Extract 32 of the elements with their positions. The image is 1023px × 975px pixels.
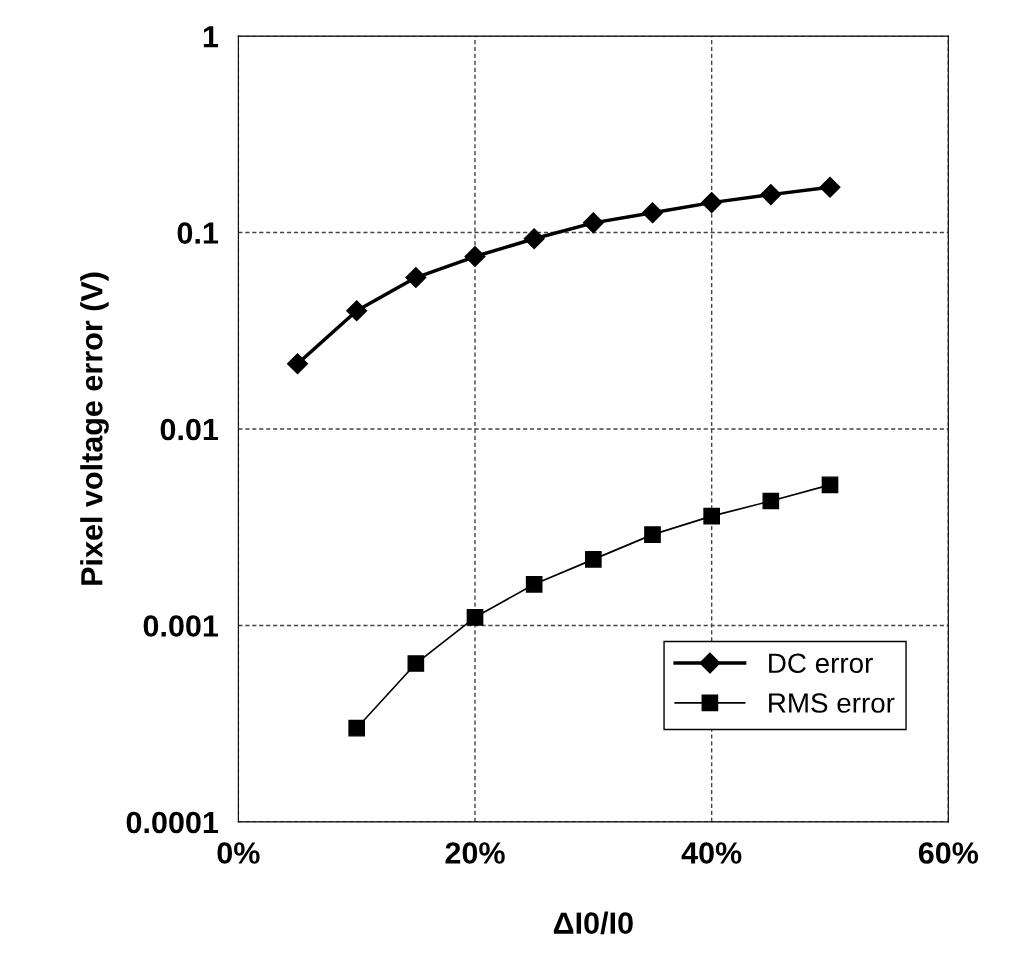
point	[525, 575, 543, 593]
y-tick-label: 0.0001	[126, 811, 219, 834]
point	[346, 300, 368, 322]
point	[582, 212, 604, 234]
point	[523, 228, 545, 250]
y-tick-label: 0.001	[143, 615, 219, 637]
point	[464, 246, 486, 268]
point	[585, 551, 602, 568]
point	[703, 507, 721, 525]
point	[644, 526, 661, 543]
x-tick-label: 40%	[681, 842, 742, 864]
point	[641, 202, 664, 224]
point	[819, 176, 841, 198]
point	[762, 492, 780, 510]
legend-label: RMS error	[769, 693, 895, 713]
x-tick-label: 60%	[918, 842, 979, 864]
point	[287, 353, 309, 375]
y-tick-label: 0.01	[160, 418, 219, 441]
y-tick-label: 0.1	[177, 222, 219, 244]
point	[821, 476, 839, 494]
point	[405, 267, 427, 289]
point	[760, 184, 782, 206]
point	[701, 192, 723, 214]
y-axis-title: Pixel voltage error (V)	[80, 272, 109, 585]
point	[348, 719, 366, 737]
legend-label: DC error	[769, 653, 873, 674]
point	[407, 655, 425, 672]
point	[466, 608, 484, 626]
x-tick-label: 20%	[445, 842, 505, 864]
y-tick-label: 1	[203, 26, 219, 48]
x-axis-title: ΔI0/I0	[553, 911, 633, 935]
x-tick-label: 0%	[217, 842, 260, 864]
